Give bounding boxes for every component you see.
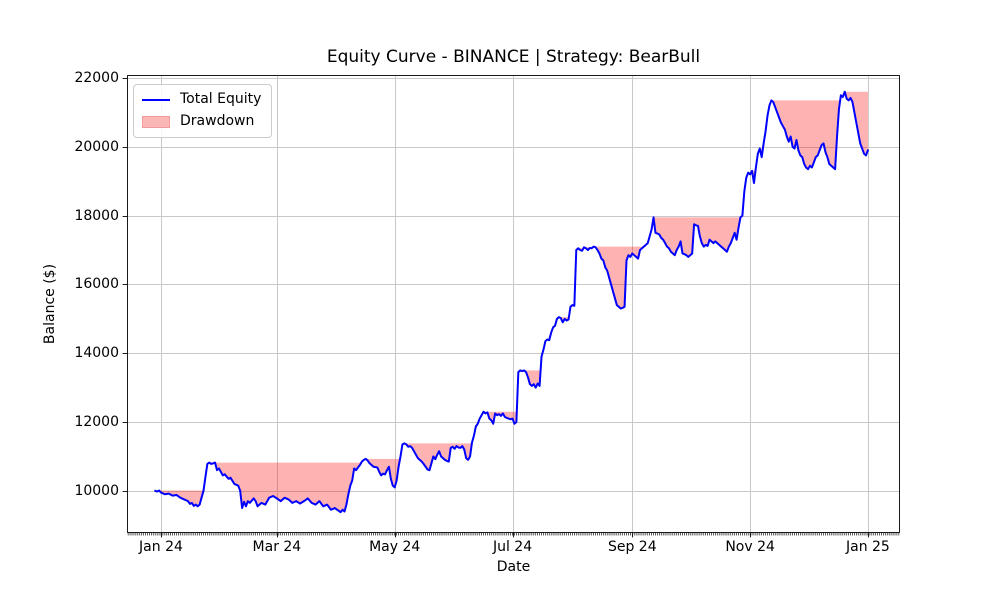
y-axis-label: Balance ($) [42,263,58,345]
y-tick-label: 14000 [74,345,119,362]
x-tick-label: Jan 25 [845,539,890,555]
x-tick-label: Jul 24 [492,539,533,555]
legend-line-swatch-icon [142,98,170,101]
y-tick-label: 22000 [74,70,119,87]
legend-item-total-equity: Total Equity [142,91,262,107]
legend-label-total-equity: Total Equity [180,91,262,107]
x-tick-label: Mar 24 [252,539,302,555]
x-axis-label: Date [496,559,531,575]
y-tick-label: 10000 [74,482,119,499]
legend-label-drawdown: Drawdown [180,113,255,130]
y-tick-label: 18000 [74,207,119,224]
y-tick-label: 20000 [74,138,119,155]
x-tick-label: May 24 [369,539,421,555]
x-tick-label: Jan 24 [139,539,183,555]
legend-item-drawdown: Drawdown [142,113,261,130]
x-tick-label: Sep 24 [607,539,657,555]
x-tick-label: Nov 24 [725,539,775,555]
legend: Total Equity Drawdown [133,84,273,138]
legend-patch-swatch-icon [142,116,170,129]
y-tick-label: 12000 [74,414,119,431]
y-tick-label: 16000 [74,276,119,293]
chart-title: Equity Curve - BINANCE | Strategy: BearB… [326,47,701,67]
